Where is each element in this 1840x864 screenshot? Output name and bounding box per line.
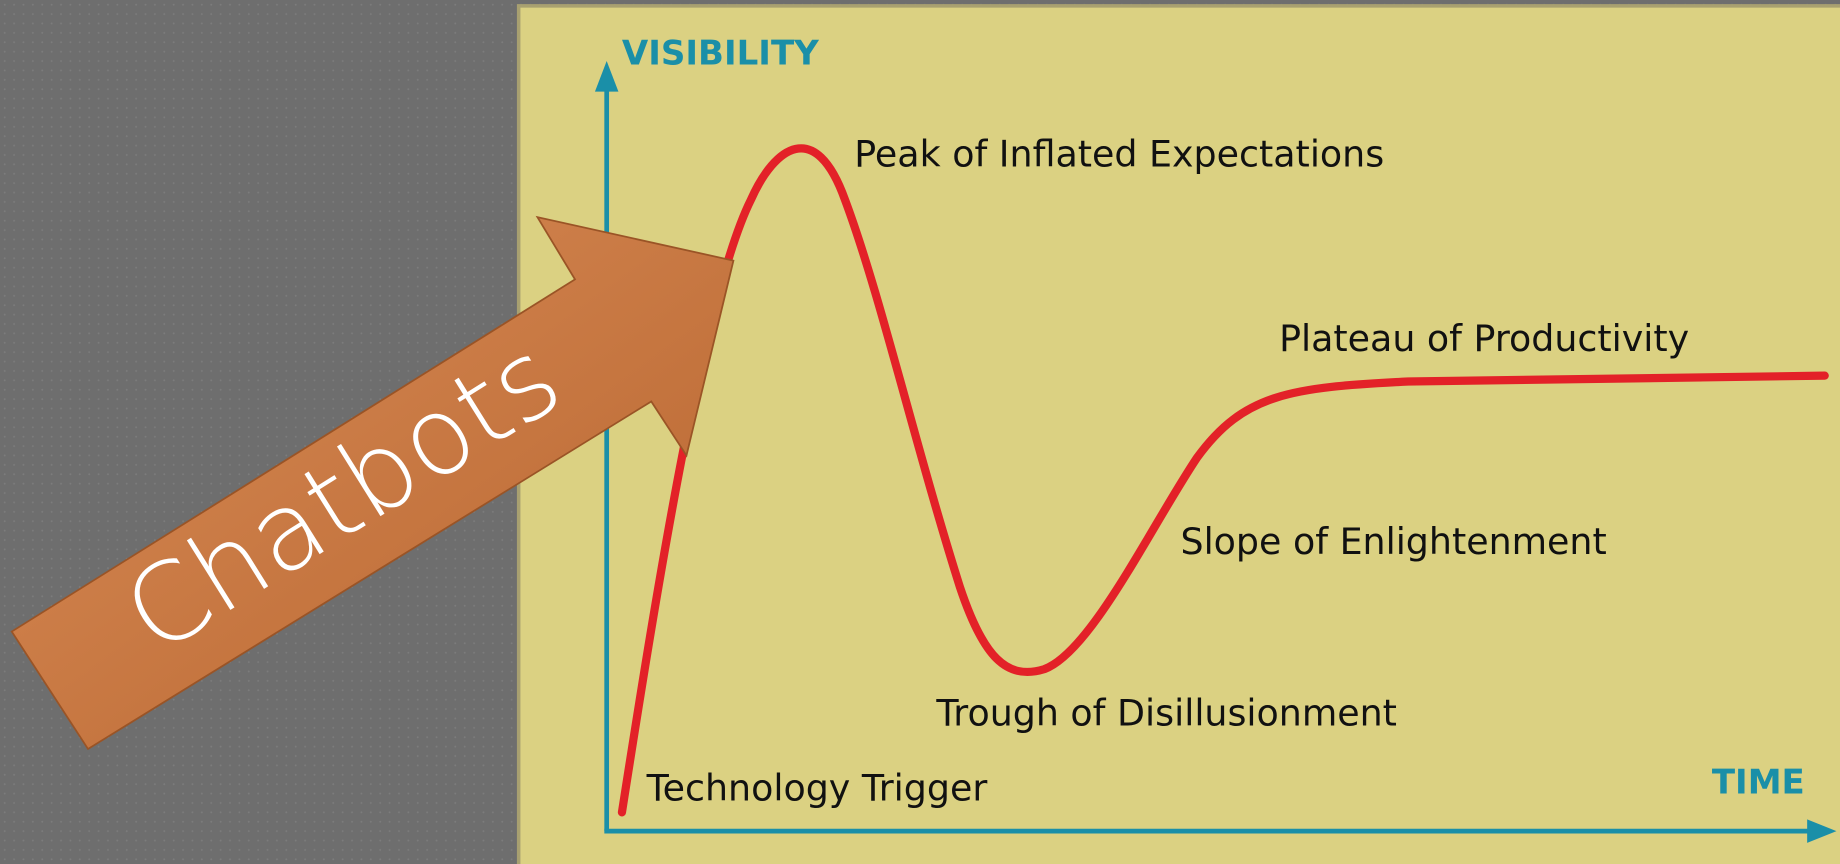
slide: VISIBILITY TIME Peak of Inflated Expecta… — [0, 0, 1840, 864]
phase-label: Slope of Enlightenment — [1181, 520, 1607, 563]
x-axis-label: TIME — [1712, 763, 1805, 803]
phase-label: Technology Trigger — [646, 767, 988, 810]
phase-label: Trough of Disillusionment — [935, 691, 1397, 734]
phase-label: Peak of Inflated Expectations — [854, 133, 1384, 176]
phase-label: Plateau of Productivity — [1279, 317, 1689, 360]
y-axis-label: VISIBILITY — [622, 34, 819, 74]
